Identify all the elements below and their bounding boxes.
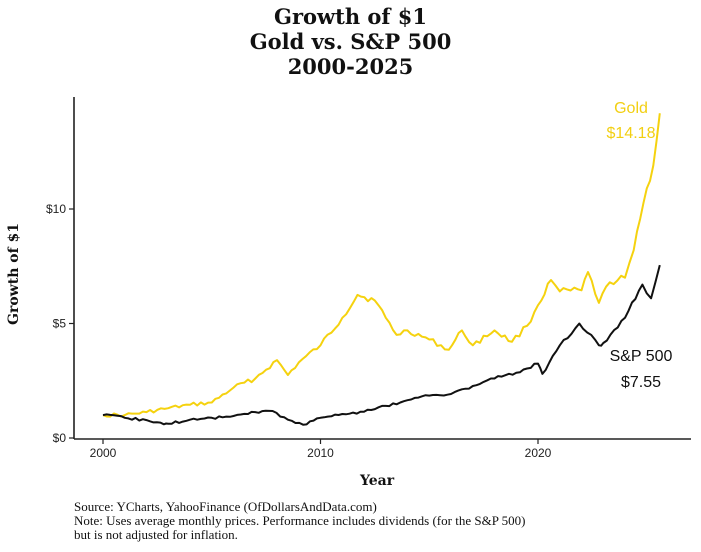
y-axis: $0 $5 $10 — [46, 97, 75, 445]
footnote: Source: YCharts, YahooFinance (OfDollars… — [74, 500, 526, 542]
x-tick-label: 2000 — [90, 446, 117, 460]
methodology-note-line-2: but is not adjusted for inflation. — [74, 527, 238, 542]
sp500-label: S&P 500 — [610, 348, 673, 365]
sp500-line — [102, 264, 661, 426]
source-note: Source: YCharts, YahooFinance (OfDollars… — [74, 499, 377, 514]
chart-title-line-2: Gold vs. S&P 500 — [249, 29, 452, 54]
y-tick-label: $0 — [53, 431, 67, 445]
chart-title: Growth of $1 Gold vs. S&P 500 2000-2025 — [0, 4, 701, 79]
methodology-note-line-1: Note: Uses average monthly prices. Perfo… — [74, 513, 526, 528]
chart-title-line-1: Growth of $1 — [274, 4, 427, 29]
y-tick-label: $5 — [53, 317, 67, 331]
x-tick-label: 2020 — [525, 446, 552, 460]
chart-title-line-3: 2000-2025 — [287, 54, 414, 79]
x-tick-label: 2010 — [307, 446, 334, 460]
gold-label: Gold — [614, 100, 648, 117]
sp500-value-label: $7.55 — [621, 374, 661, 391]
y-tick-label: $10 — [46, 202, 66, 216]
x-axis: 2000 2010 2020 — [74, 438, 691, 460]
y-axis-label: Growth of $1 — [6, 223, 22, 325]
gold-end-label: Gold $14.18 — [607, 100, 656, 142]
gold-value-label: $14.18 — [607, 125, 656, 142]
sp500-end-label: S&P 500 $7.55 — [610, 348, 673, 391]
gold-line — [102, 113, 661, 418]
x-axis-label: Year — [360, 473, 395, 489]
